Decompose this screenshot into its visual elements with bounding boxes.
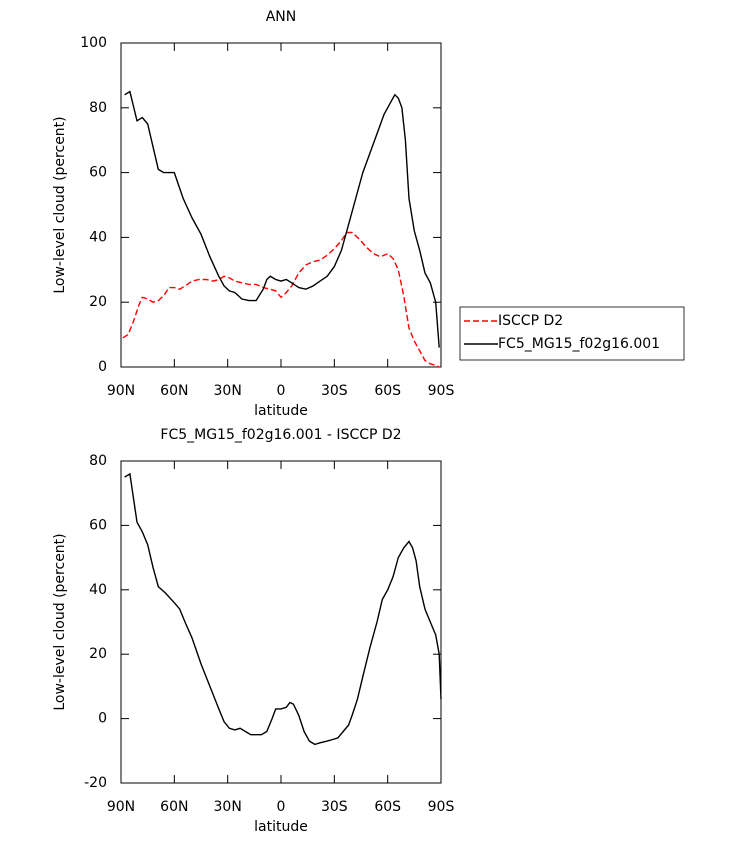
x-axis-label: latitude	[254, 403, 308, 419]
y-tick-label: 60	[89, 517, 107, 533]
y-tick-label: 60	[89, 165, 107, 181]
x-tick-label: 90S	[428, 799, 455, 815]
x-tick-label: 0	[277, 383, 286, 399]
plot-frame	[120, 460, 442, 784]
x-tick-label: 30N	[214, 799, 242, 815]
y-axis-label: Low-level cloud (percent)	[52, 116, 68, 293]
y-tick-label: 40	[89, 229, 107, 245]
y-tick-label: 0	[98, 359, 107, 375]
plot-frame	[120, 42, 442, 368]
x-tick-label: 0	[277, 799, 286, 815]
y-tick-label: 100	[80, 35, 107, 51]
x-tick-label: 60S	[374, 799, 401, 815]
x-tick-label: 60N	[160, 383, 188, 399]
x-axis-label: latitude	[254, 819, 308, 835]
y-tick-label: 0	[98, 711, 107, 727]
x-tick-label: 30S	[321, 383, 348, 399]
y-tick-label: -20	[84, 775, 107, 791]
data-line	[122, 231, 440, 368]
y-axis-label: Low-level cloud (percent)	[52, 533, 68, 710]
y-tick-label: 20	[89, 646, 107, 662]
chart-title: ANN	[266, 9, 297, 25]
x-tick-label: 90N	[107, 799, 135, 815]
data-line	[124, 472, 442, 746]
x-tick-label: 90S	[428, 383, 455, 399]
data-line	[124, 90, 440, 348]
legend-label: FC5_MG15_f02g16.001	[498, 336, 660, 352]
x-tick-label: 90N	[107, 383, 135, 399]
x-tick-label: 30N	[214, 383, 242, 399]
x-tick-label: 30S	[321, 799, 348, 815]
y-tick-label: 80	[89, 453, 107, 469]
y-tick-label: 40	[89, 582, 107, 598]
y-tick-label: 20	[89, 294, 107, 310]
x-tick-label: 60S	[374, 383, 401, 399]
legend-label: ISCCP D2	[498, 313, 563, 329]
x-tick-label: 60N	[160, 799, 188, 815]
legend-box	[459, 306, 685, 361]
y-tick-label: 80	[89, 100, 107, 116]
chart-title: FC5_MG15_f02g16.001 - ISCCP D2	[160, 427, 401, 443]
